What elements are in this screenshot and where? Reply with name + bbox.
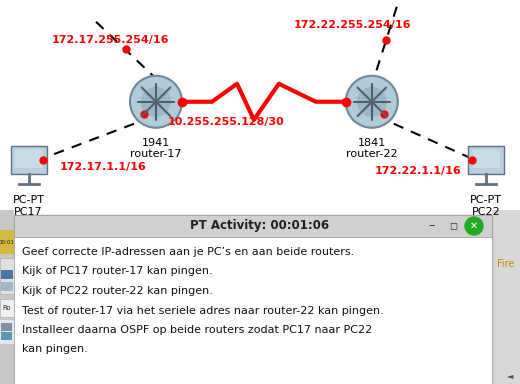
Text: Test of router-17 via het seriele adres naar router-22 kan pingen.: Test of router-17 via het seriele adres … [22,306,384,316]
Bar [14,215,492,237]
Bar [1,323,12,331]
Bar [0,258,14,294]
Bar [0,299,14,317]
Text: Geef correcte IP-adressen aan je PC’s en aan beide routers.: Geef correcte IP-adressen aan je PC’s en… [22,247,354,257]
Text: 172.22.255.254/16: 172.22.255.254/16 [294,20,411,30]
Circle shape [130,76,182,128]
Bar [468,146,504,174]
Text: 00:01: 00:01 [0,240,15,245]
Text: 172.17.255.254/16: 172.17.255.254/16 [52,35,170,45]
Bar [15,150,42,168]
Text: 1841
router-22: 1841 router-22 [346,138,398,159]
Text: ◄: ◄ [507,371,513,381]
Text: Fire: Fire [497,259,515,269]
Text: Installeer daarna OSPF op beide routers zodat PC17 naar PC22: Installeer daarna OSPF op beide routers … [22,325,372,335]
Text: Ro: Ro [3,305,11,311]
Text: PC-PT
PC17: PC-PT PC17 [12,195,45,217]
Text: 172.22.1.1/16: 172.22.1.1/16 [374,166,461,176]
Circle shape [358,88,386,116]
Bar [14,237,492,384]
Bar [10,146,47,174]
Bar [0,320,14,344]
Text: PT Activity: 00:01:06: PT Activity: 00:01:06 [190,220,330,232]
Circle shape [346,76,398,128]
Text: ◻: ◻ [449,221,457,231]
Bar [14,215,492,384]
Text: PC-PT
PC22: PC-PT PC22 [470,195,502,217]
Text: –: – [429,220,435,232]
Text: 172.17.1.1/16: 172.17.1.1/16 [60,162,147,172]
Text: Kijk of PC17 router-17 kan pingen.: Kijk of PC17 router-17 kan pingen. [22,266,213,276]
Text: ✕: ✕ [470,221,478,231]
Bar [1,332,12,340]
Circle shape [465,217,483,235]
Text: 1941
router-17: 1941 router-17 [130,138,182,159]
Text: 10.255.255.128/30: 10.255.255.128/30 [168,117,284,127]
Bar [0,210,14,384]
Bar [473,150,500,168]
Bar [1,270,13,279]
Circle shape [141,88,171,116]
Bar [1,282,13,291]
Text: kan pingen.: kan pingen. [22,344,88,354]
Text: Kijk of PC22 router-22 kan pingen.: Kijk of PC22 router-22 kan pingen. [22,286,213,296]
Bar [492,210,520,384]
Bar [0,230,14,254]
